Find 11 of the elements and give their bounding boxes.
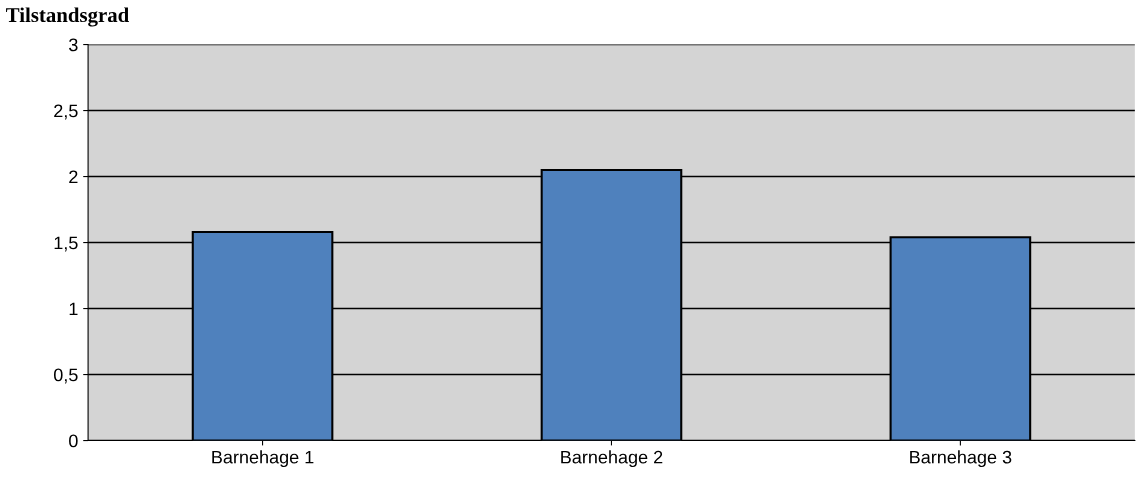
x-tick-label: Barnehage 3: [910, 450, 1012, 468]
x-tick-label: Barnehage 1: [212, 450, 314, 468]
chart-title: Tilstandsgrad: [6, 7, 129, 27]
y-tick-label: 2,5: [54, 104, 78, 120]
y-tick-label: 0,5: [53, 368, 78, 384]
y-tick-label: 0: [69, 434, 78, 448]
y-tick-label: 3: [69, 38, 78, 52]
y-tick-label: 1,5: [54, 236, 78, 252]
y-tick-label: 2: [69, 170, 78, 184]
x-tick-label: Barnehage 2: [561, 450, 663, 468]
y-tick-label: 1: [69, 302, 78, 316]
